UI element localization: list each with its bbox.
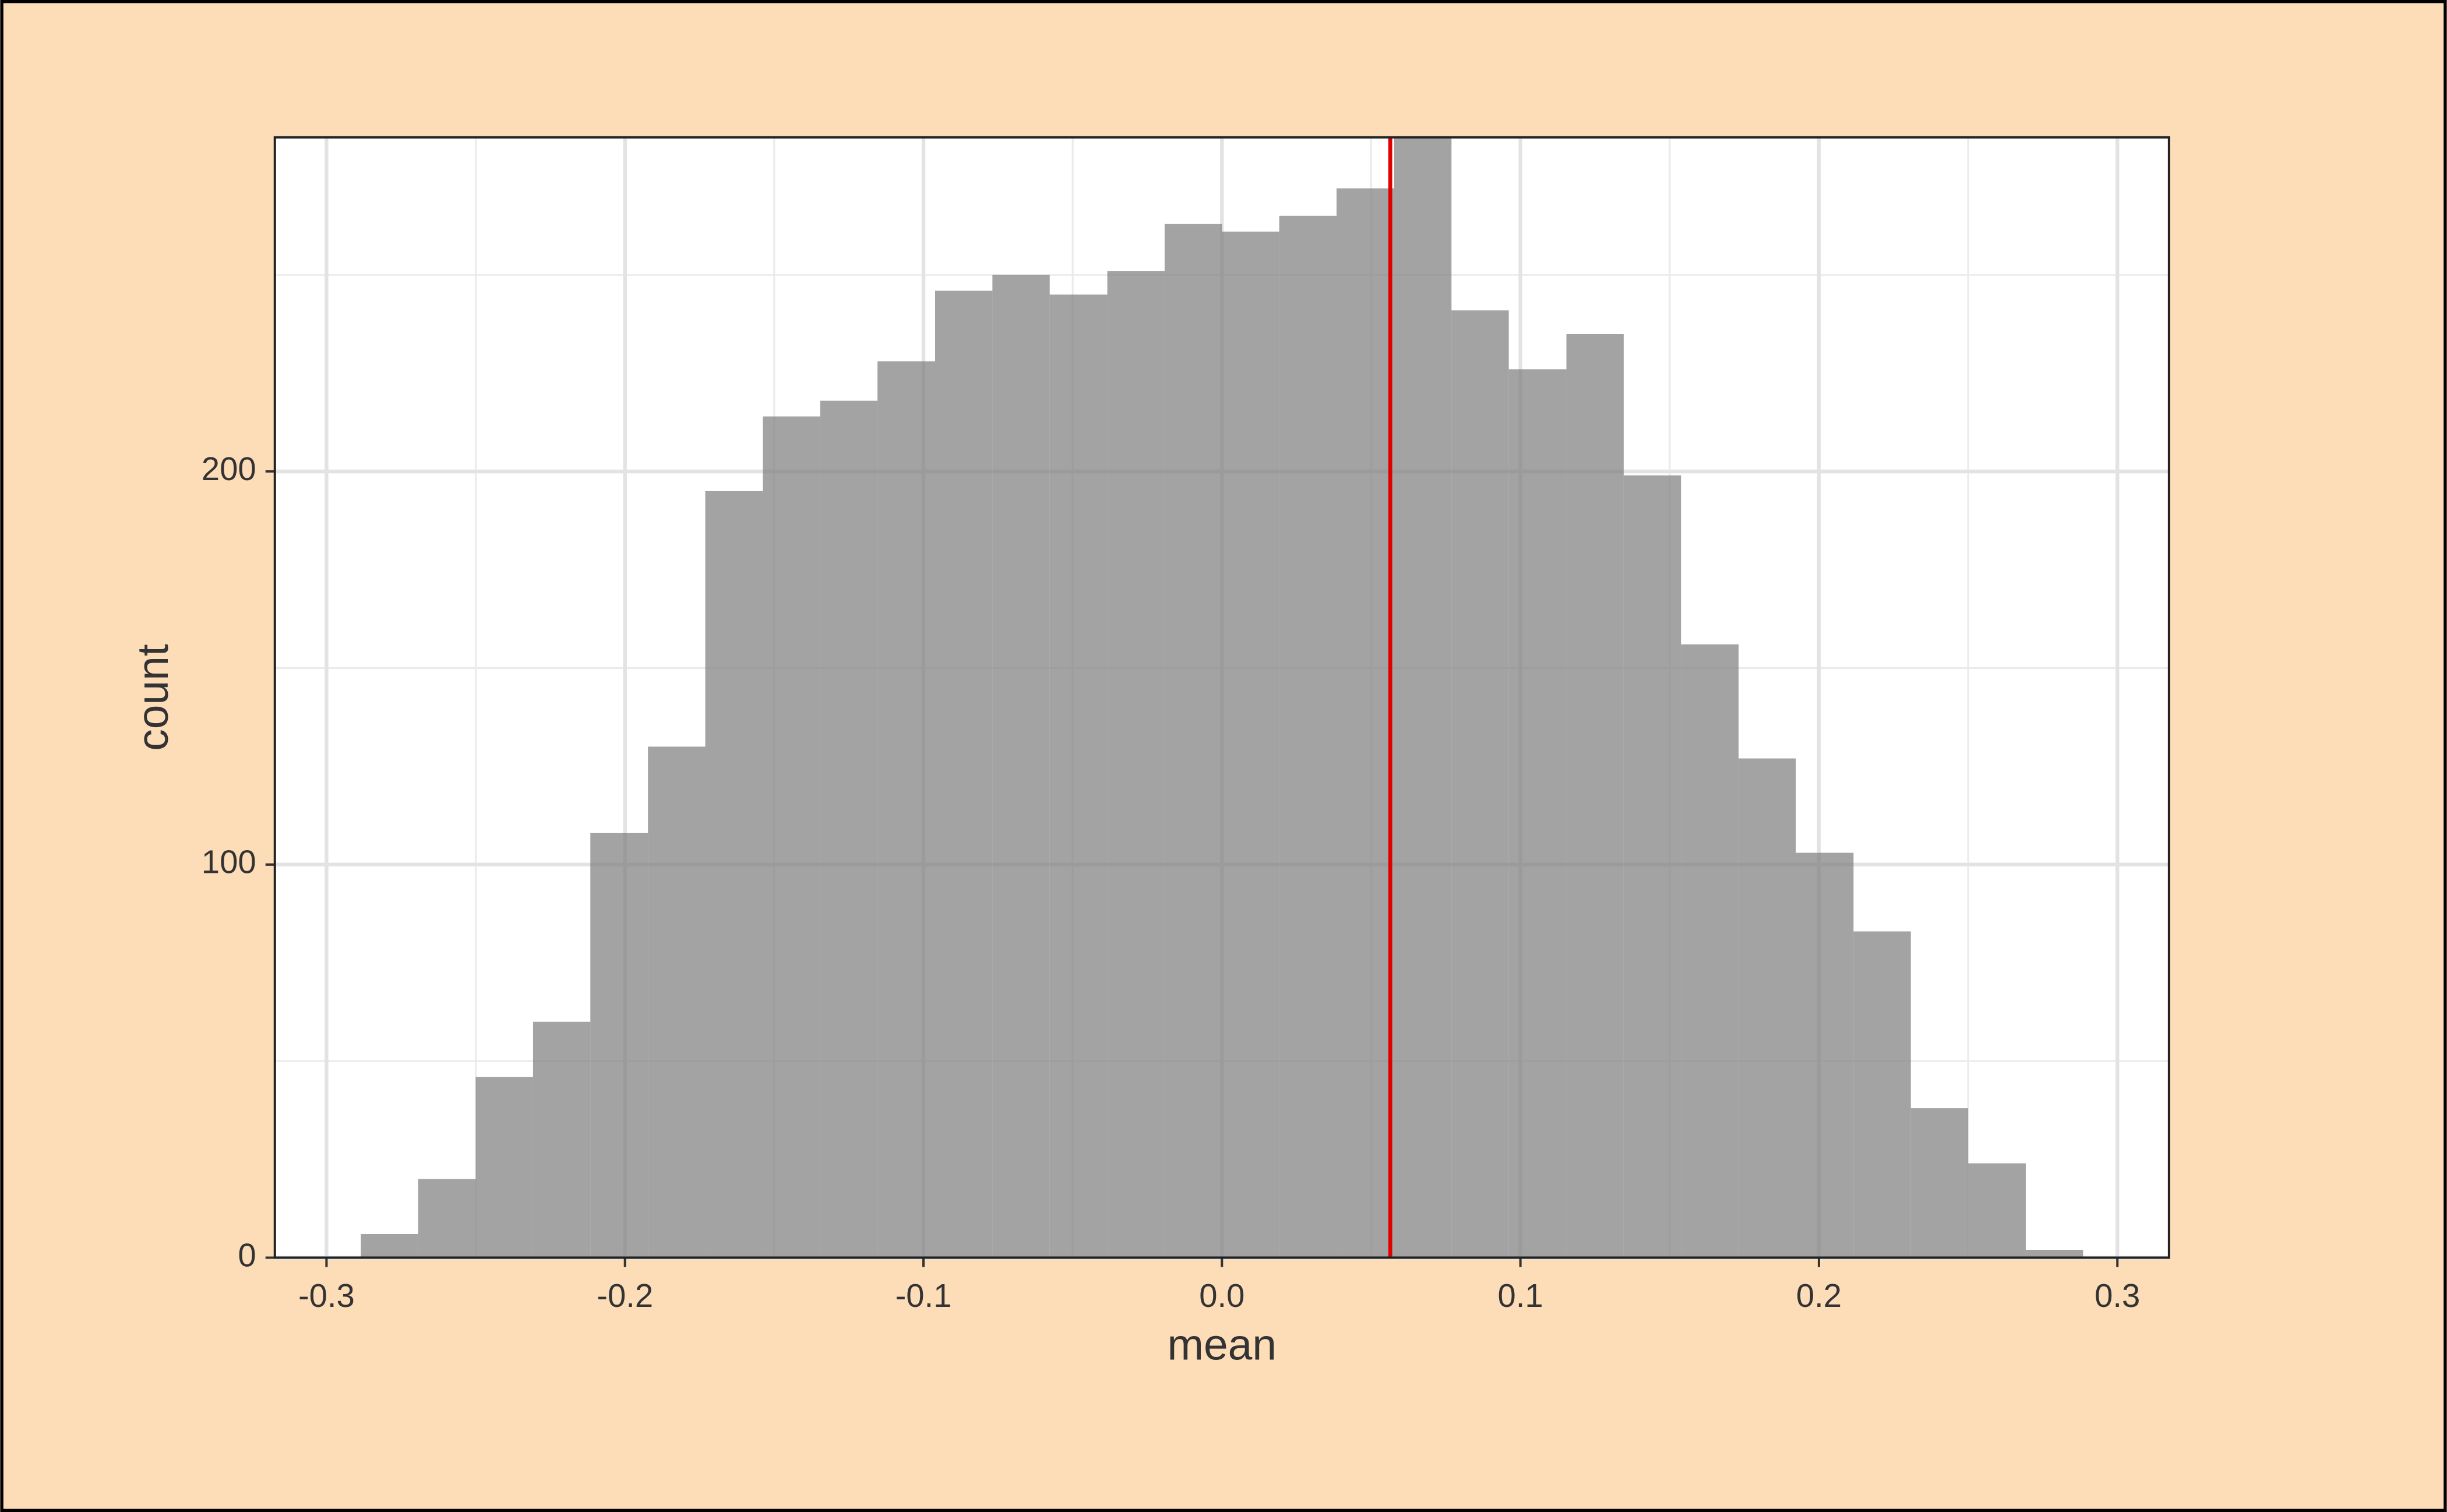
bar [1222, 231, 1279, 1258]
bar [877, 361, 935, 1258]
bar [935, 290, 993, 1258]
y-tick-label: 100 [202, 844, 256, 880]
bar [1164, 224, 1222, 1258]
bar [361, 1234, 418, 1258]
bar [763, 416, 820, 1258]
bar [1623, 475, 1681, 1258]
bar [1968, 1163, 2026, 1258]
bars [361, 137, 2083, 1258]
bar [1681, 644, 1739, 1258]
bar [1853, 931, 1911, 1258]
bar [820, 400, 878, 1258]
bar [1910, 1108, 1969, 1258]
bar [1451, 310, 1509, 1258]
bar [1566, 334, 1624, 1258]
bar [475, 1077, 533, 1258]
x-tick-label: 0.0 [1199, 1277, 1244, 1314]
x-tick-label: 0.2 [1796, 1277, 1842, 1314]
x-tick-label: 0.1 [1498, 1277, 1543, 1314]
bar [1394, 137, 1452, 1258]
bar [1337, 188, 1394, 1258]
panel-border [273, 136, 2170, 1259]
bar [1107, 271, 1165, 1258]
bar [705, 491, 763, 1258]
y-tick-label: 0 [238, 1236, 256, 1273]
bar [1049, 294, 1108, 1258]
bar [1279, 216, 1337, 1258]
bar [2025, 1249, 2083, 1258]
bar [648, 746, 706, 1258]
y-axis-title: count [128, 644, 177, 751]
x-tick-label: -0.2 [597, 1277, 653, 1314]
x-tick-label: -0.1 [895, 1277, 952, 1314]
x-tick-label: 0.3 [2095, 1277, 2140, 1314]
x-axis-title: mean [1168, 1320, 1277, 1369]
bar [533, 1021, 591, 1258]
bar [590, 833, 648, 1258]
x-tick-label: -0.3 [298, 1277, 355, 1314]
y-tick-label: 200 [202, 450, 256, 487]
bar [1739, 758, 1796, 1258]
bar [1796, 852, 1854, 1258]
foreground: -0.3 -0.2 -0.1 0.0 0.1 0.2 0.3 0 100 200 [202, 137, 2140, 1314]
bar [1508, 369, 1567, 1258]
bar [418, 1179, 476, 1258]
bar [992, 274, 1050, 1258]
